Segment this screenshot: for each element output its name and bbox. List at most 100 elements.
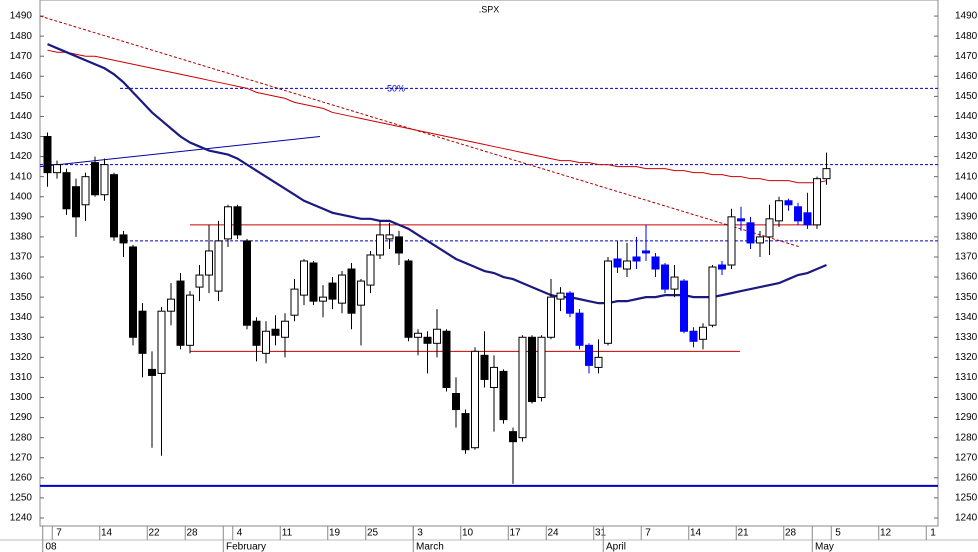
y-tick-label: 1450 bbox=[955, 91, 978, 102]
candle-body bbox=[632, 256, 641, 262]
candle-body bbox=[794, 206, 802, 222]
candle-body bbox=[556, 292, 565, 300]
x-tick-label: 14 bbox=[690, 528, 702, 539]
x-tick-label: 7 bbox=[645, 528, 651, 539]
candle-body bbox=[737, 218, 745, 222]
candle-body bbox=[461, 413, 470, 451]
candle-body bbox=[680, 280, 688, 332]
y-tick-label: 1460 bbox=[10, 71, 33, 82]
candle-body bbox=[309, 262, 318, 302]
candle-body bbox=[319, 296, 327, 302]
month-label: February bbox=[226, 542, 266, 552]
y-tick-label: 1250 bbox=[955, 493, 978, 504]
y-tick-label: 1290 bbox=[10, 412, 33, 423]
candle-body bbox=[623, 260, 631, 270]
month-label: March bbox=[416, 542, 444, 552]
x-tick-label: 7 bbox=[56, 528, 62, 539]
candle-body bbox=[784, 200, 793, 206]
y-tick-label: 1350 bbox=[10, 292, 33, 303]
candle-body bbox=[262, 330, 270, 354]
y-tick-label: 1350 bbox=[955, 292, 978, 303]
trendline bbox=[39, 15, 801, 248]
candle-body bbox=[651, 256, 660, 270]
y-tick-label: 1300 bbox=[955, 392, 978, 403]
candle-body bbox=[442, 330, 451, 388]
month-label: May bbox=[815, 542, 834, 552]
candle-body bbox=[366, 254, 375, 286]
y-tick-label: 1470 bbox=[955, 51, 978, 62]
x-tick-label: 19 bbox=[329, 528, 341, 539]
y-tick-label: 1390 bbox=[10, 211, 33, 222]
candle-body bbox=[537, 336, 546, 399]
candle-body bbox=[186, 294, 194, 346]
candle-body bbox=[91, 162, 99, 196]
candle-body bbox=[822, 168, 831, 180]
x-tick-label: 28 bbox=[785, 528, 797, 539]
y-tick-label: 1240 bbox=[955, 513, 978, 524]
candle-body bbox=[281, 320, 289, 338]
candle-body bbox=[718, 264, 726, 270]
y-tick-label: 1320 bbox=[955, 352, 978, 363]
candle-body bbox=[271, 328, 280, 336]
y-tick-label: 1320 bbox=[10, 352, 33, 363]
y-tick-label: 1470 bbox=[10, 51, 33, 62]
y-tick-label: 1480 bbox=[10, 31, 33, 42]
candle-body bbox=[509, 431, 517, 443]
y-tick-label: 1430 bbox=[10, 131, 33, 142]
y-tick-label: 1410 bbox=[10, 171, 33, 182]
candle-body bbox=[72, 186, 80, 218]
month-label: 08 bbox=[46, 542, 58, 552]
candle-body bbox=[490, 366, 498, 388]
candle-body bbox=[813, 178, 821, 226]
y-tick-label: 1280 bbox=[10, 432, 33, 443]
y-tick-label: 1440 bbox=[955, 111, 978, 122]
y-tick-label: 1430 bbox=[955, 131, 978, 142]
candle-body bbox=[575, 312, 584, 346]
y-tick-label: 1260 bbox=[955, 472, 978, 483]
y-tick-label: 1370 bbox=[955, 252, 978, 263]
candle-body bbox=[414, 332, 422, 338]
x-tick-label: 17 bbox=[509, 528, 521, 539]
x-tick-label: 31 bbox=[595, 528, 607, 539]
candle-body bbox=[357, 280, 365, 306]
candle-body bbox=[452, 392, 460, 411]
y-tick-label: 1340 bbox=[10, 312, 33, 323]
candle-body bbox=[233, 206, 242, 236]
x-tick-label: 22 bbox=[148, 528, 160, 539]
candle-body bbox=[423, 336, 432, 344]
moving-average bbox=[47, 43, 827, 305]
level-label: 50% bbox=[387, 84, 405, 94]
candle-body bbox=[167, 298, 175, 312]
candle-body bbox=[708, 266, 717, 326]
y-tick-label: 1490 bbox=[10, 11, 33, 22]
y-tick-label: 1330 bbox=[955, 332, 978, 343]
candle-body bbox=[746, 222, 755, 244]
candle-body bbox=[43, 136, 52, 174]
candle-body bbox=[518, 336, 527, 439]
y-tick-label: 1330 bbox=[10, 332, 33, 343]
candle-body bbox=[376, 234, 384, 256]
y-tick-label: 1260 bbox=[10, 472, 33, 483]
candle-body bbox=[205, 250, 213, 276]
candle-body bbox=[471, 350, 479, 449]
candle-body bbox=[585, 344, 593, 366]
candle-body bbox=[566, 292, 574, 314]
x-tick-label: 1 bbox=[930, 528, 936, 539]
candle-body bbox=[604, 260, 612, 344]
y-tick-label: 1400 bbox=[10, 191, 33, 202]
candle-body bbox=[300, 260, 308, 296]
candle-body bbox=[670, 276, 679, 290]
candle-body bbox=[129, 246, 137, 338]
candle-body bbox=[100, 164, 109, 196]
candle-body bbox=[433, 328, 441, 344]
candle-body bbox=[727, 216, 736, 266]
candle-body bbox=[547, 296, 555, 338]
y-tick-label: 1310 bbox=[955, 372, 978, 383]
y-tick-label: 1480 bbox=[955, 31, 978, 42]
candle-body bbox=[214, 240, 223, 292]
candle-body bbox=[290, 288, 299, 316]
x-tick-label: 24 bbox=[547, 528, 559, 539]
candle-body bbox=[176, 280, 185, 346]
y-tick-label: 1370 bbox=[10, 252, 33, 263]
y-tick-label: 1280 bbox=[955, 432, 978, 443]
